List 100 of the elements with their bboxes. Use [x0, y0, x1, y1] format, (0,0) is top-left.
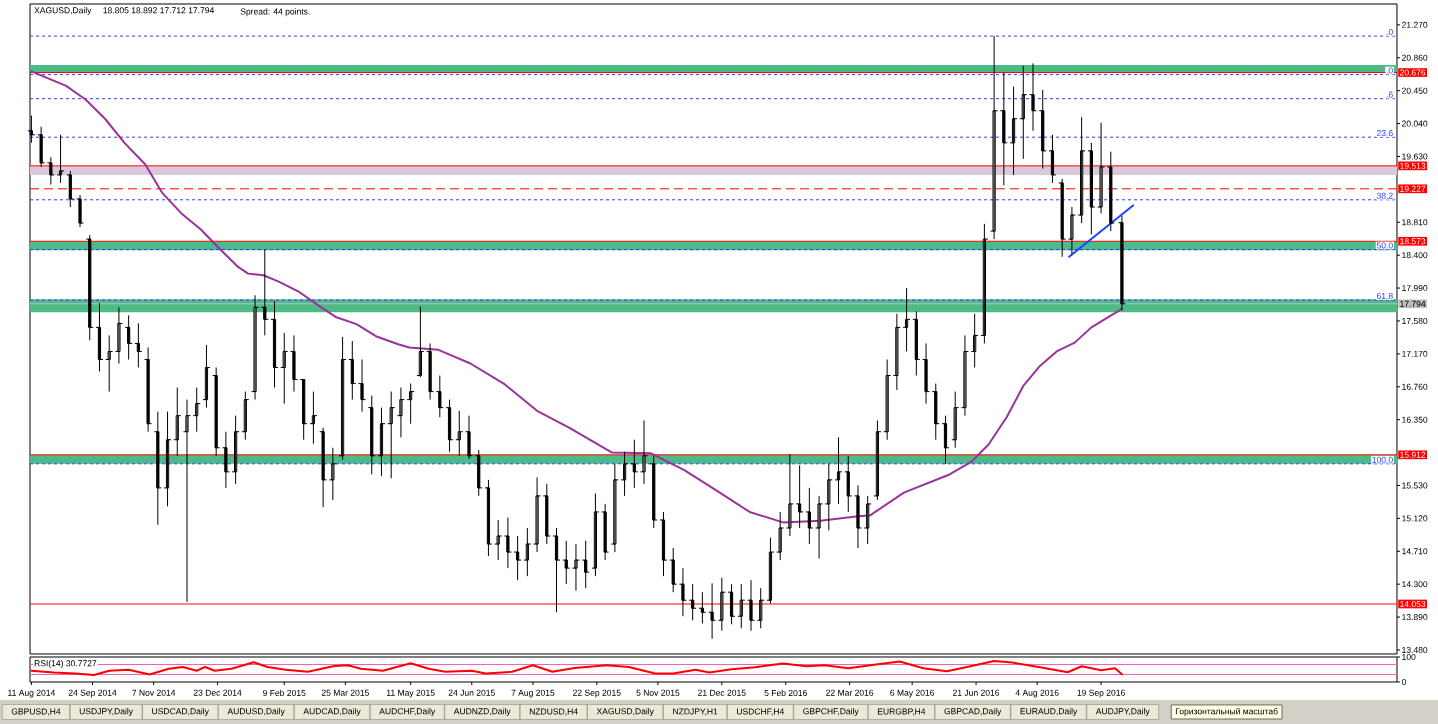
text: EURAUD,Daily [1020, 708, 1078, 716]
candlestick [1087, 142, 1096, 235]
candlestick [815, 495, 824, 559]
candlestick [970, 313, 979, 369]
candlestick [377, 407, 386, 477]
text: GBPCHF,Daily [803, 708, 859, 716]
candlestick [931, 383, 940, 441]
ref-line-label: 14.053 [1400, 600, 1426, 608]
x-tick-label: 5 Nov 2015 [636, 689, 680, 696]
y-tick-label: 20.040 [1402, 120, 1428, 127]
candlestick [153, 411, 162, 526]
annotation: .6 [1386, 91, 1393, 98]
candlestick [513, 535, 522, 581]
candlestick [834, 436, 843, 505]
ref-line-label: 15.912 [1400, 451, 1426, 458]
candlestick [737, 583, 746, 629]
candlestick [844, 455, 853, 513]
candlestick [708, 582, 717, 640]
y-tick-label: 14.710 [1402, 548, 1428, 555]
y-tick-label: 21.270 [1402, 21, 1428, 28]
candlestick [912, 310, 921, 377]
candlestick [892, 313, 901, 391]
annotation: 100.0 [1372, 456, 1393, 463]
text: NZDJPY,H1 [673, 708, 718, 716]
candlestick [416, 306, 425, 378]
x-tick-label: 21 Jun 2016 [953, 689, 1000, 696]
candlestick [406, 383, 415, 425]
candlestick [640, 419, 649, 485]
text: USDCHF,H4 [737, 708, 784, 716]
x-tick-label: 4 Aug 2016 [1015, 689, 1059, 698]
candlestick [37, 126, 46, 168]
text: AUDCHF,Daily [379, 708, 436, 716]
candlestick [1117, 215, 1126, 311]
candlestick [270, 300, 279, 389]
candlestick [396, 387, 405, 438]
candlestick [348, 340, 357, 401]
y-tick-label: 17.170 [1402, 350, 1428, 357]
line-series [30, 70, 1123, 524]
candlestick [66, 170, 75, 208]
text: USDJPY,Daily [79, 708, 134, 716]
candlestick [358, 358, 366, 413]
candlestick [1058, 178, 1067, 258]
candlestick [251, 294, 260, 401]
candlestick [902, 287, 911, 352]
candlestick [435, 375, 444, 418]
annotation: 38.2 [1376, 192, 1393, 199]
ref-line-label: 19.513 [1400, 162, 1426, 169]
y-tick-label: 14.300 [1402, 581, 1428, 588]
candlestick [503, 517, 512, 569]
candlestick [1106, 151, 1115, 232]
candlestick [309, 391, 318, 445]
candlestick [854, 484, 862, 549]
x-tick-label: 21 Dec 2015 [698, 689, 746, 696]
candlestick [1019, 65, 1028, 160]
candlestick [552, 527, 561, 613]
y-tick-label: 13.480 [1402, 646, 1428, 653]
candlestick [221, 431, 230, 489]
y-tick-label: 20.450 [1402, 87, 1428, 94]
candlestick [698, 591, 707, 624]
candlestick [1067, 206, 1076, 255]
y-tick-label: 17.990 [1402, 285, 1428, 292]
y-tick-label: 16.350 [1402, 416, 1428, 423]
candlestick [134, 322, 143, 369]
candlestick [387, 391, 396, 479]
candlestick [144, 346, 153, 433]
x-tick-label: 22 Sep 2015 [573, 689, 621, 698]
y-tick-label: 19.630 [1402, 153, 1428, 160]
candlestick [163, 411, 172, 507]
annotation: 50.0 [1376, 242, 1393, 249]
candlestick [1038, 89, 1047, 169]
candlestick [999, 71, 1008, 186]
y-tick-label: 13.890 [1402, 614, 1428, 621]
candlestick [231, 415, 240, 485]
text: AUDJPY,Daily [1095, 708, 1150, 716]
ref-line-label: 20.676 [1400, 69, 1426, 76]
y-tick-label: 16.760 [1402, 383, 1428, 390]
candlestick [1029, 62, 1037, 132]
candlestick [523, 527, 532, 577]
x-tick-label: 6 May 2016 [890, 689, 935, 698]
candlestick [56, 134, 65, 184]
candlestick [173, 387, 182, 457]
candlestick [183, 399, 191, 603]
candlestick [678, 567, 687, 617]
candlestick [727, 583, 736, 625]
candlestick [717, 577, 726, 632]
x-tick-label: 25 Mar 2015 [321, 689, 369, 696]
y-tick-label: 15.530 [1402, 482, 1428, 489]
candlestick [533, 476, 542, 553]
x-tick-label: 24 Sep 2014 [68, 689, 117, 698]
candlestick [688, 583, 697, 621]
annotation: 61.8 [1376, 292, 1393, 300]
x-tick-label: 9 Feb 2015 [263, 689, 306, 696]
candlestick [1009, 86, 1018, 176]
candlestick [747, 579, 755, 632]
line-series [30, 659, 1123, 676]
candlestick [669, 547, 678, 593]
candlestick [785, 453, 794, 537]
candlestick [76, 194, 84, 228]
y-tick-label: 0 [1401, 678, 1406, 686]
x-tick-label: 19 Sep 2016 [1077, 689, 1125, 698]
